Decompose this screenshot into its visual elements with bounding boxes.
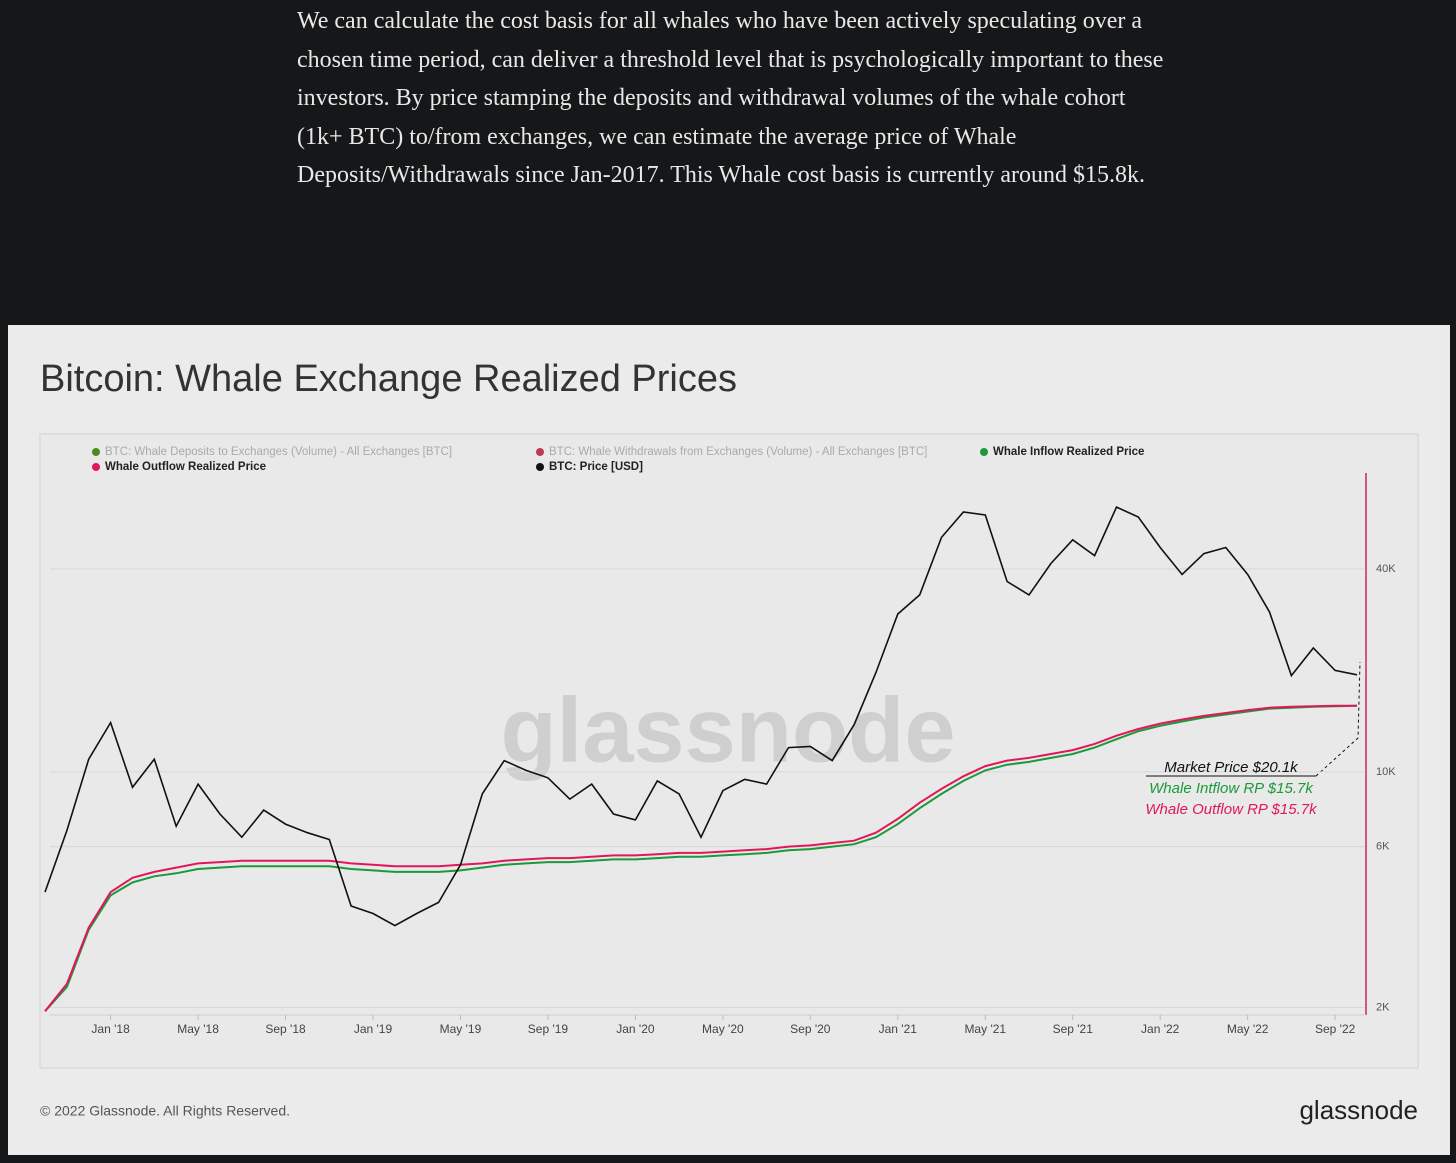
series-line — [44, 704, 1357, 1012]
x-tick-label: May '22 — [1227, 1022, 1269, 1036]
y-tick-label: 10K — [1376, 766, 1396, 778]
x-tick-label: May '18 — [177, 1022, 219, 1036]
y-tick-label: 40K — [1376, 563, 1396, 575]
x-tick-label: May '20 — [702, 1022, 744, 1036]
legend-marker — [536, 463, 544, 471]
x-tick-label: Jan '20 — [616, 1022, 655, 1036]
annotation-connector — [1315, 661, 1361, 777]
series-line — [44, 506, 1358, 927]
article-paragraph: We can calculate the cost basis for all … — [297, 8, 1164, 188]
annotation: Whale Intflow RP $15.7k — [1149, 780, 1314, 797]
legend-marker — [92, 463, 100, 471]
x-tick-label: Sep '21 — [1053, 1022, 1094, 1036]
y-tick-label: 2K — [1376, 1001, 1390, 1013]
x-tick-label: Sep '20 — [790, 1022, 831, 1036]
legend-label: BTC: Whale Withdrawals from Exchanges (V… — [549, 446, 927, 458]
legend-label: Whale Inflow Realized Price — [993, 446, 1144, 458]
x-tick-label: Sep '22 — [1315, 1022, 1356, 1036]
legend-label: BTC: Whale Deposits to Exchanges (Volume… — [105, 446, 452, 458]
watermark: glassnode — [500, 679, 955, 781]
legend-label: BTC: Price [USD] — [549, 461, 643, 473]
legend-marker — [536, 448, 544, 456]
x-tick-label: Jan '18 — [91, 1022, 130, 1036]
x-tick-label: Jan '22 — [1141, 1022, 1180, 1036]
footer: © 2022 Glassnode. All Rights Reserved. — [40, 1103, 290, 1119]
legend-marker — [980, 448, 988, 456]
annotation: Market Price $20.1k — [1164, 759, 1299, 776]
annotation: Whale Outflow RP $15.7k — [1145, 801, 1318, 818]
logo: glassnode — [1299, 1095, 1418, 1125]
x-tick-label: May '19 — [440, 1022, 482, 1036]
plot-frame — [39, 433, 1419, 1069]
x-tick-label: Jan '21 — [879, 1022, 918, 1036]
chart-title: Bitcoin: Whale Exchange Realized Prices — [40, 358, 737, 400]
series-line — [44, 704, 1358, 1012]
x-tick-label: Sep '18 — [265, 1022, 306, 1036]
legend-marker — [92, 448, 100, 456]
x-tick-label: May '21 — [964, 1022, 1006, 1036]
x-tick-label: Sep '19 — [528, 1022, 569, 1036]
legend-label: Whale Outflow Realized Price — [105, 461, 266, 473]
y-tick-label: 6K — [1376, 841, 1390, 853]
x-tick-label: Jan '19 — [354, 1022, 393, 1036]
